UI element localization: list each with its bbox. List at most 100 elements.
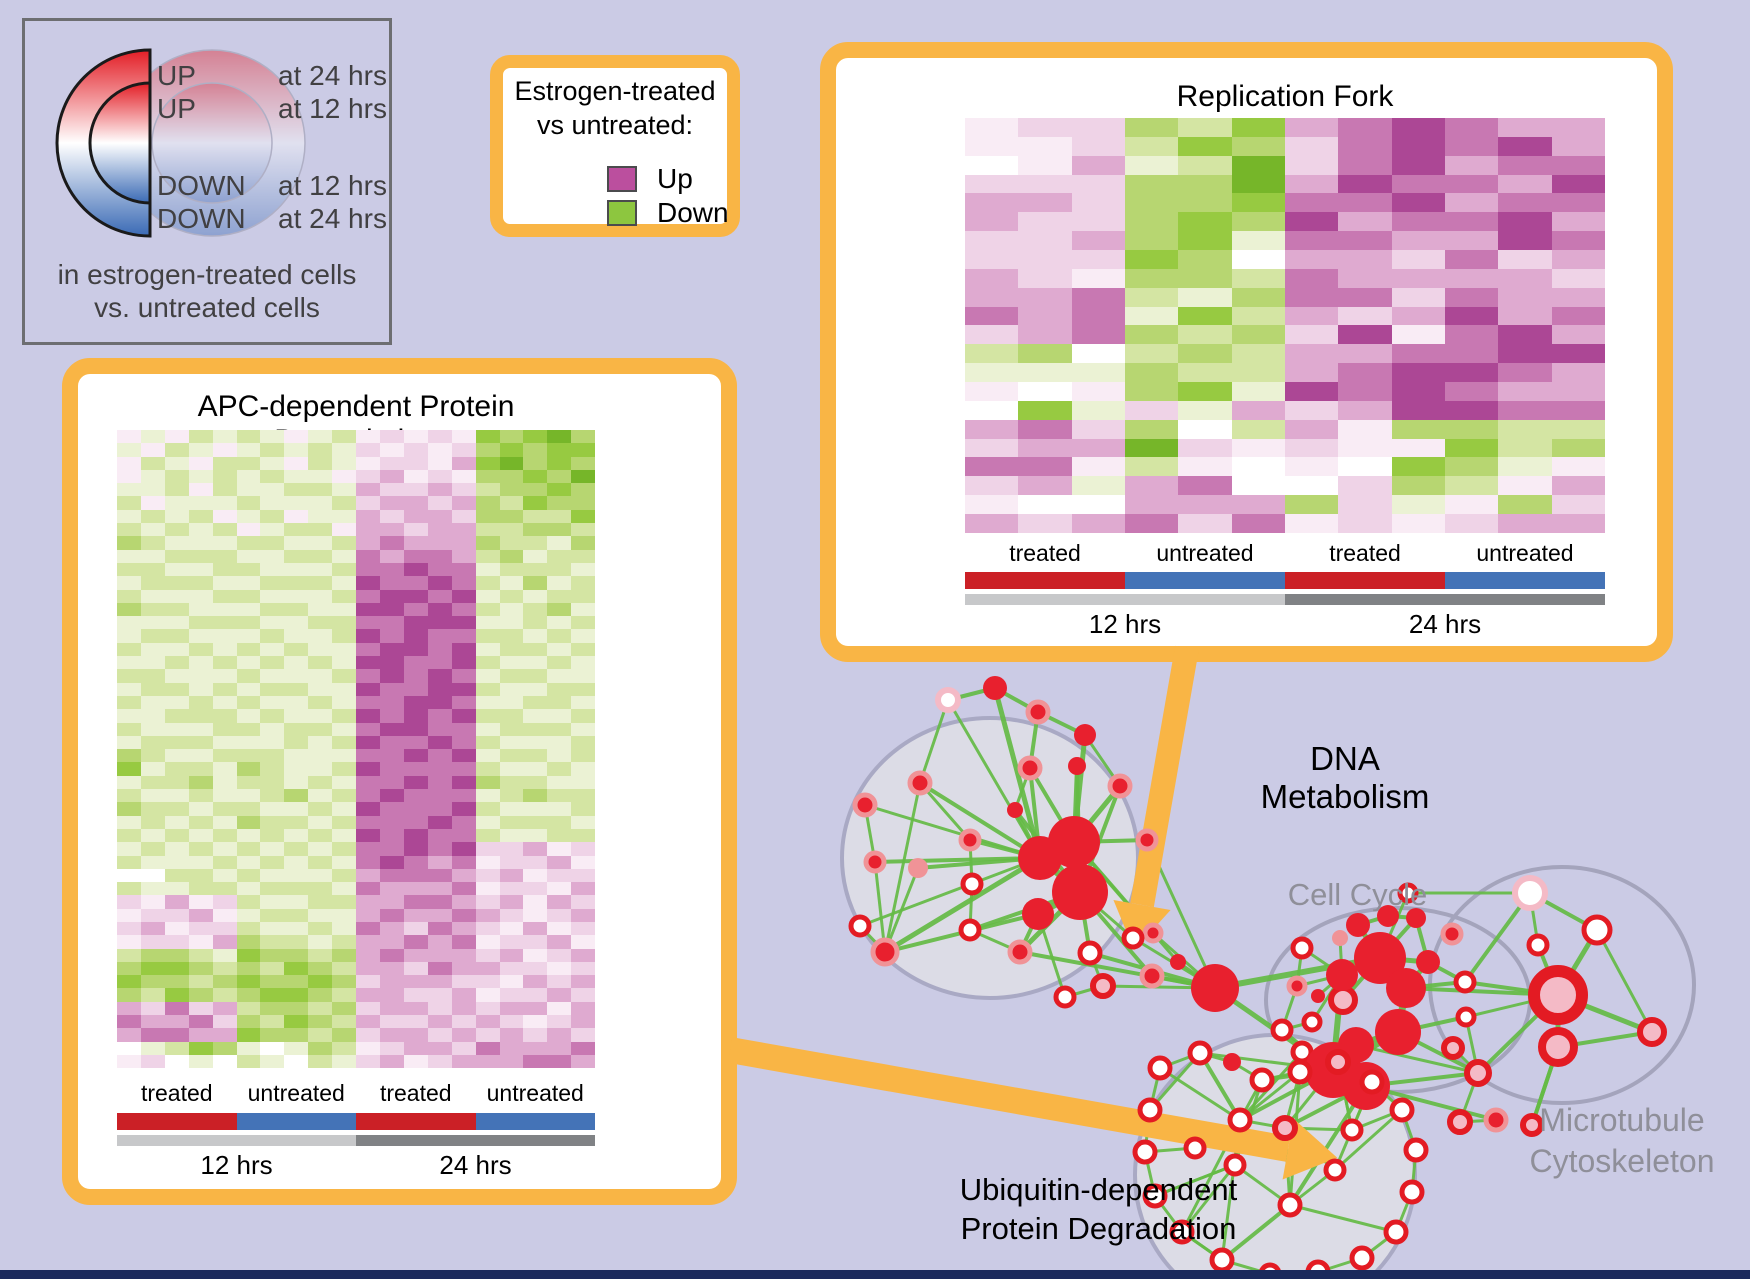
heatmap-cell xyxy=(1124,476,1179,496)
heatmap-cell xyxy=(308,509,333,524)
heatmap-cell xyxy=(117,735,141,750)
heatmap-cell xyxy=(140,430,165,444)
heatmap-cell xyxy=(1231,344,1285,364)
heatmap-row xyxy=(117,430,596,444)
heatmap-cell xyxy=(164,549,189,563)
heatmap-cell xyxy=(332,868,357,883)
heatmap-cell xyxy=(140,536,165,550)
heatmap-row xyxy=(117,921,596,936)
heatmap-cell xyxy=(451,789,476,803)
heatmap-cell xyxy=(308,430,333,444)
updown-time: at 24 hrs xyxy=(278,60,387,91)
heatmap-cell xyxy=(427,509,452,524)
heatmap-cell xyxy=(308,682,333,696)
heatmap-cell xyxy=(260,616,285,630)
heatmap-cell xyxy=(356,921,380,936)
heatmap-cell xyxy=(427,935,452,949)
heatmap-cell xyxy=(499,496,524,510)
network-edge xyxy=(1078,890,1092,955)
heatmap-cell xyxy=(571,868,596,883)
heatmap-cell xyxy=(451,842,476,856)
heatmap-cell xyxy=(236,722,261,736)
heatmap-cell xyxy=(965,155,1019,175)
heatmap-cell xyxy=(140,842,165,856)
network-edge xyxy=(1036,912,1067,999)
network-node xyxy=(1121,926,1145,950)
heatmap-cell xyxy=(451,868,476,883)
heatmap-cell xyxy=(1444,363,1499,383)
heatmap-cell xyxy=(965,231,1019,251)
network-node xyxy=(1453,970,1477,994)
heatmap-cell xyxy=(1284,193,1339,213)
heatmap-cell xyxy=(1231,231,1285,251)
heatmap-cell xyxy=(1124,250,1179,269)
heatmap-cell xyxy=(140,456,165,470)
heatmap-cell xyxy=(523,882,548,896)
heatmap-cell xyxy=(427,656,452,670)
heatmap-cell xyxy=(212,549,237,563)
heatmap-cell xyxy=(451,496,476,510)
group-label: treated xyxy=(379,1080,452,1106)
heatmap-cell xyxy=(356,456,380,470)
heatmap-cell xyxy=(571,1015,596,1029)
heatmap-cell xyxy=(965,174,1019,194)
heatmap-cell xyxy=(212,509,237,524)
heatmap-cell xyxy=(403,496,428,510)
heatmap-cell xyxy=(188,709,213,723)
heatmap-cell xyxy=(284,456,309,470)
heatmap-cell xyxy=(499,1054,524,1069)
heatmap-cell xyxy=(523,562,548,577)
heatmap-cell xyxy=(475,961,500,976)
heatmap-cell xyxy=(164,509,189,524)
heatmap-cell xyxy=(188,789,213,803)
network-edge xyxy=(1451,1046,1480,1075)
heatmap-cell xyxy=(427,882,452,896)
heatmap-row xyxy=(117,602,596,617)
heatmap-cell xyxy=(379,855,404,869)
heatmap-cell xyxy=(1444,514,1499,533)
heatmap-cell xyxy=(403,988,428,1002)
heatmap-cell xyxy=(1498,363,1552,383)
heatmap-cell xyxy=(188,975,213,989)
heatmap-cell xyxy=(308,815,333,829)
heatmap-cell xyxy=(260,483,285,497)
network-node xyxy=(1290,936,1314,960)
heatmap-cell xyxy=(451,562,476,577)
heatmap-cell xyxy=(284,1041,309,1055)
heatmap-cell xyxy=(164,589,189,603)
heatmap-cell xyxy=(547,762,572,776)
heatmap-cell xyxy=(188,935,213,949)
network-edge xyxy=(858,924,887,954)
heatmap-cell xyxy=(188,669,213,683)
heatmap-cell xyxy=(164,695,189,710)
network-edge xyxy=(1036,710,1087,737)
heatmap-cell xyxy=(403,948,428,962)
heatmap-cell xyxy=(475,682,500,696)
heatmap-row xyxy=(117,483,596,497)
heatmap-cell xyxy=(308,443,333,457)
heatmap-cell xyxy=(164,735,189,750)
heatmap-cell xyxy=(475,523,500,537)
network-edge xyxy=(1333,1108,1404,1172)
heatmap-cell xyxy=(1124,212,1179,232)
heatmap-cell xyxy=(117,948,141,962)
heatmap-cell xyxy=(427,802,452,816)
heatmap-cell xyxy=(1391,155,1445,175)
network-edge xyxy=(1283,1126,1292,1207)
heatmap-cell xyxy=(236,895,261,909)
heatmap-cell xyxy=(236,642,261,657)
heatmap-cell xyxy=(356,975,380,989)
heatmap-cell xyxy=(475,549,500,563)
heatmap-cell xyxy=(1551,287,1605,307)
network-node xyxy=(1142,922,1164,944)
heatmap-cell xyxy=(451,469,476,484)
heatmap-cell xyxy=(140,589,165,603)
network-edge xyxy=(882,855,1043,955)
heatmap-cell xyxy=(475,656,500,670)
heatmap-cell xyxy=(379,1028,404,1042)
heatmap-row xyxy=(117,549,596,563)
heatmap-cell xyxy=(284,536,309,550)
network-edge xyxy=(1072,840,1180,964)
heatmap-cell xyxy=(523,589,548,603)
heatmap-cell xyxy=(451,1015,476,1029)
